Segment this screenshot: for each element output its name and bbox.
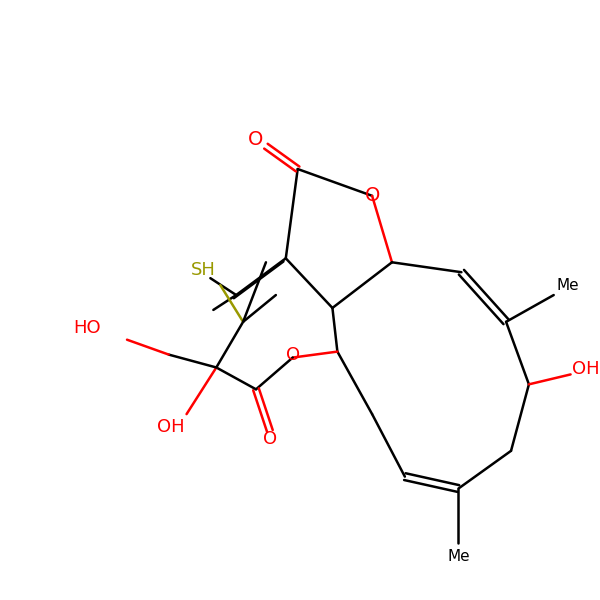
Text: Me: Me xyxy=(556,278,579,293)
Text: O: O xyxy=(286,346,300,364)
Text: O: O xyxy=(248,130,264,149)
Text: HO: HO xyxy=(74,319,101,337)
Text: O: O xyxy=(364,187,380,205)
Text: OH: OH xyxy=(572,361,599,379)
Text: O: O xyxy=(263,430,277,448)
Text: SH: SH xyxy=(191,261,216,279)
Text: OH: OH xyxy=(157,418,184,436)
Text: Me: Me xyxy=(447,548,470,563)
